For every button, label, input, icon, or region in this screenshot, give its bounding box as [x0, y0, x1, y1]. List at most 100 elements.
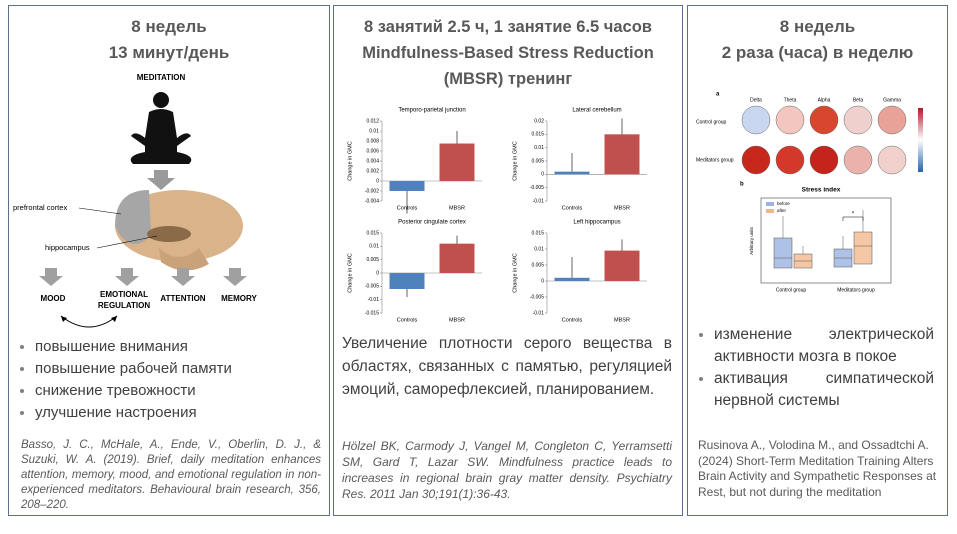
bullet: повышение внимания — [35, 336, 232, 358]
panel-middle: 8 занятий 2.5 ч, 1 занятие 6.5 часов Min… — [333, 5, 683, 516]
silhouette — [130, 92, 192, 164]
y-axis-label: Change in GMC — [512, 253, 518, 292]
figure-label: REGULATION — [98, 301, 151, 310]
y-tick-label: 0.01 — [369, 128, 379, 134]
y-tick-label: 0 — [541, 172, 544, 178]
panel-left: 8 недель 13 минут/день MEDITATION prefro… — [8, 5, 330, 516]
y-tick-label: -0.004 — [365, 198, 379, 204]
panel-right: 8 недель 2 раза (часа) в неделю a Delta … — [687, 5, 948, 516]
axis-label: Arbitrary units — [749, 226, 754, 255]
row-label: Control group — [696, 119, 727, 125]
legend-label: after — [777, 208, 787, 213]
bar — [554, 277, 590, 281]
title-line: 2 раза (часа) в неделю — [721, 43, 914, 62]
y-tick-label: 0.01 — [534, 246, 544, 252]
bullet-list: повышение внимания повышение рабочей пам… — [9, 336, 232, 424]
cycle-arrow — [60, 315, 118, 328]
y-tick-label: 0.012 — [366, 118, 379, 124]
boxplots — [773, 210, 873, 269]
x-tick-label: MBSR — [449, 205, 465, 211]
y-tick-label: 0.015 — [531, 230, 544, 236]
y-tick-label: -0.005 — [530, 185, 544, 191]
group-label: Control group — [776, 287, 807, 293]
figure-label: a — [716, 92, 720, 98]
figure-label: MEMORY — [221, 294, 257, 303]
x-tick-label: Controls — [397, 205, 418, 211]
title-line: (MBSR) тренинг — [443, 70, 573, 88]
bar — [439, 243, 475, 273]
y-tick-label: -0.01 — [533, 198, 545, 204]
band-label: Gamma — [883, 97, 901, 103]
y-tick-label: -0.005 — [365, 284, 379, 290]
x-tick-label: Controls — [397, 317, 418, 323]
row-label: Meditators group — [696, 157, 734, 163]
y-tick-label: -0.015 — [365, 310, 379, 316]
band-label: Beta — [853, 97, 864, 103]
meditation-figure: MEDITATION prefrontal cortex hippocampus… — [13, 73, 258, 328]
chart-title: Posterior cingulate cortex — [398, 220, 466, 226]
bar — [604, 134, 640, 175]
x-tick-label: MBSR — [614, 205, 630, 211]
y-axis-label: Change in GMC — [347, 253, 353, 292]
topomaps — [741, 105, 907, 175]
title-line: 8 занятий 2.5 ч, 1 занятие 6.5 часов — [364, 18, 652, 36]
title-line: 8 недель — [131, 17, 207, 36]
box-title: Stress index — [802, 187, 841, 194]
band-label: Theta — [784, 97, 797, 103]
bullet: активация симпатической нервной системы — [714, 368, 934, 412]
x-tick-label: Controls — [562, 205, 583, 211]
y-tick-label: 0.005 — [366, 257, 379, 263]
chart-title: Left hippocampus — [573, 220, 620, 226]
y-tick-label: 0.004 — [366, 158, 379, 164]
y-tick-label: 0.01 — [369, 244, 379, 250]
y-tick-label: 0.02 — [534, 118, 544, 124]
figure-label: hippocampus — [45, 243, 90, 252]
brain — [115, 190, 243, 271]
y-axis-label: Change in GMC — [512, 141, 518, 180]
figure-label: prefrontal cortex — [13, 203, 67, 212]
bar — [604, 250, 640, 281]
paragraph: Увеличение плотности серого вещества в о… — [342, 335, 672, 398]
title-line: Mindfulness-Based Stress Reduction — [362, 44, 654, 62]
figure-label: MOOD — [41, 294, 66, 303]
y-tick-label: 0 — [376, 270, 379, 276]
x-tick-label: MBSR — [614, 317, 630, 323]
svg-text:*: * — [852, 212, 855, 218]
figure-label: MEDITATION — [137, 73, 186, 82]
title-line: 13 минут/день — [108, 43, 230, 62]
bullet-list: изменение электрической активности мозга… — [688, 324, 934, 412]
y-tick-label: 0.015 — [531, 132, 544, 138]
y-tick-label: -0.01 — [368, 297, 380, 303]
y-tick-label: 0 — [376, 178, 379, 184]
y-axis-label: Change in GMC — [347, 141, 353, 180]
y-tick-label: 0.006 — [366, 148, 379, 154]
figure-label: b — [740, 182, 744, 188]
mbsr-charts: Temporo-parietal junction Change in GMC -0… — [347, 108, 647, 323]
figure-label: ATTENTION — [160, 294, 205, 303]
bullet: снижение тревожности — [35, 380, 232, 402]
bar — [389, 181, 425, 191]
band-label: Delta — [750, 97, 762, 103]
y-tick-label: -0.002 — [365, 188, 379, 194]
bullet: улучшение настроения — [35, 402, 232, 424]
bullet: повышение рабочей памяти — [35, 358, 232, 380]
y-tick-label: -0.005 — [530, 294, 544, 300]
title-line: 8 недель — [779, 17, 856, 36]
y-tick-label: 0.002 — [366, 168, 379, 174]
citation: Rusinova A., Volodina M., and Ossadtchi … — [698, 438, 937, 499]
y-tick-label: 0.015 — [366, 230, 379, 236]
x-tick-label: Controls — [562, 317, 583, 323]
band-label: Alpha — [818, 97, 831, 103]
group-label: Meditators group — [837, 287, 875, 293]
eeg-figure: a Delta Theta Alpha Beta Gamma Control g… — [696, 92, 923, 293]
x-tick-label: MBSR — [449, 317, 465, 323]
y-tick-label: 0 — [541, 278, 544, 284]
arrow — [147, 170, 175, 190]
figure-label: EMOTIONAL — [100, 290, 148, 299]
chart-title: Temporo-parietal junction — [398, 108, 465, 114]
chart-title: Lateral cerebellum — [572, 108, 621, 114]
bar — [439, 143, 475, 181]
arrows — [39, 268, 247, 286]
y-tick-label: -0.01 — [533, 310, 545, 316]
